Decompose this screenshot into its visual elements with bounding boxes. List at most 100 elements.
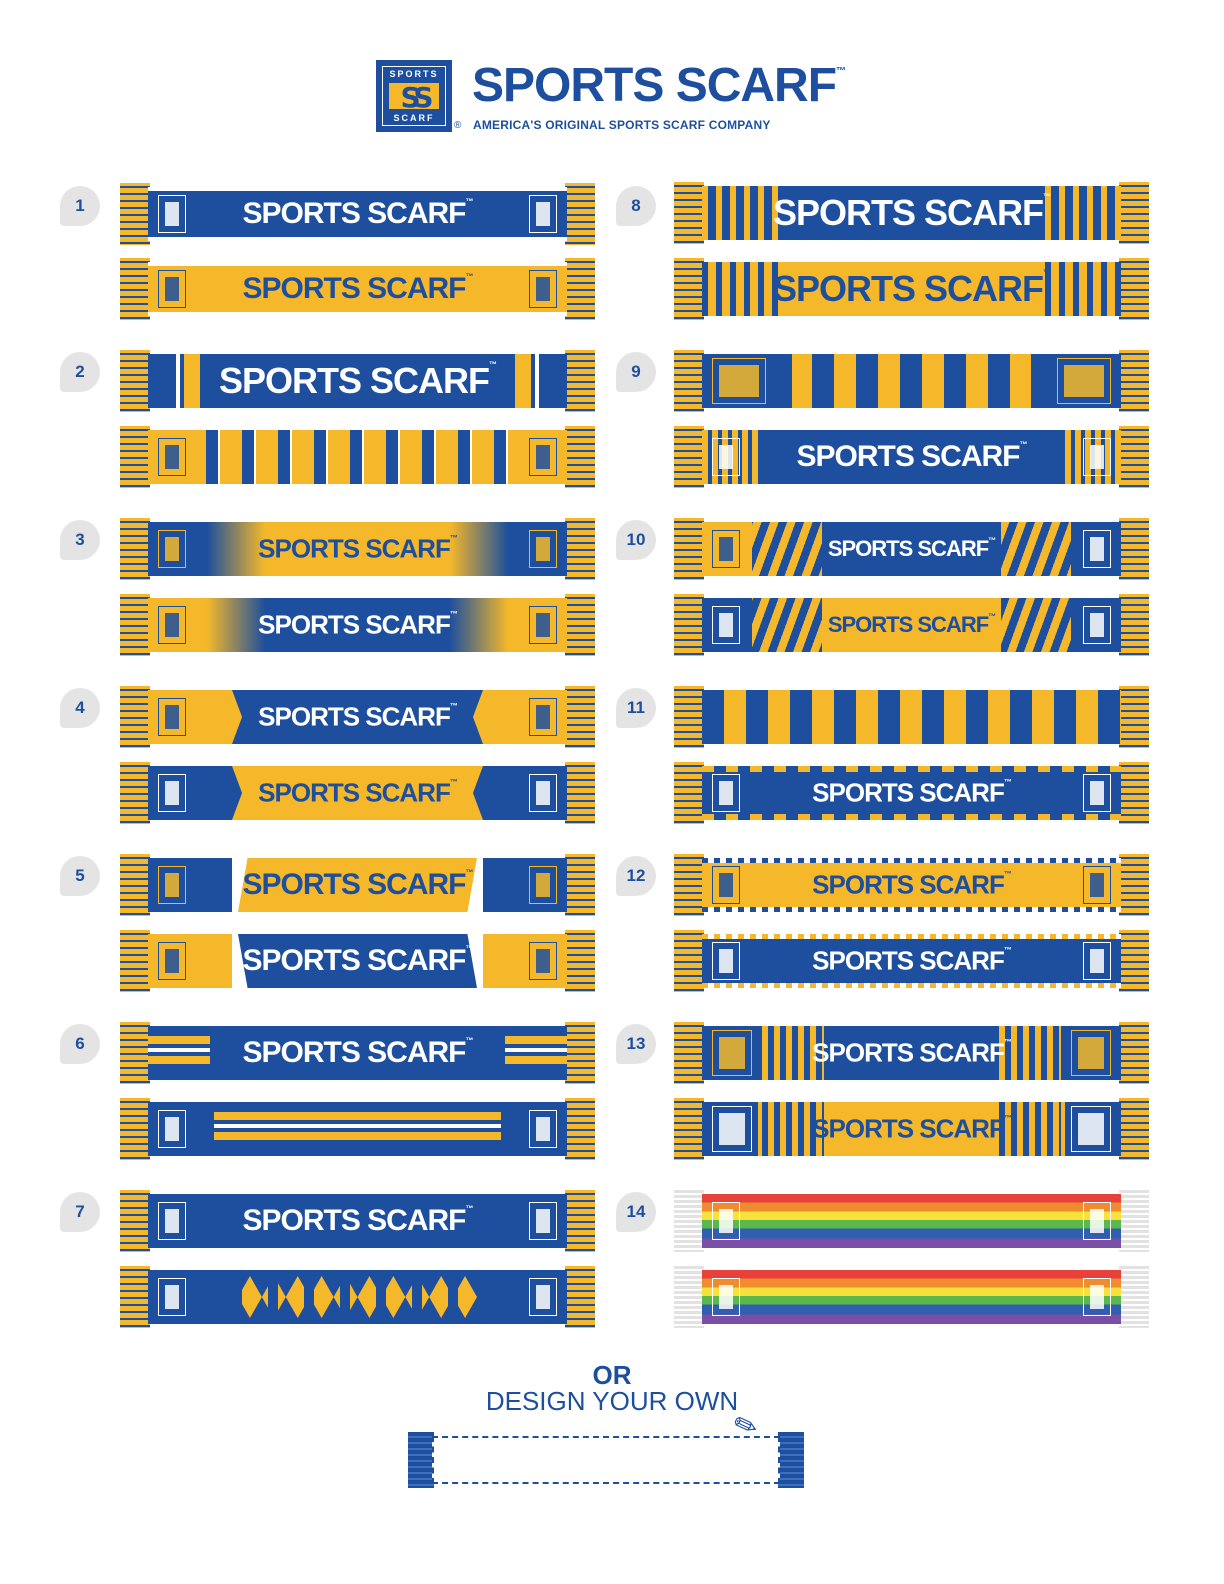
scarf-design-8-b[interactable]: SPORTS SCARF™ (674, 258, 1149, 320)
design-number: 3 (60, 520, 100, 560)
brand-tagline: AMERICA'S ORIGINAL SPORTS SCARF COMPANY (473, 118, 771, 132)
scarf-text: SPORTS SCARF™ (242, 1036, 473, 1069)
registered-mark: ® (454, 120, 462, 131)
scarf-badge (1071, 1106, 1111, 1152)
scarf-badge (1083, 866, 1111, 904)
scarf-badge (712, 1106, 752, 1152)
scarf-badge (529, 195, 557, 233)
design-number: 13 (616, 1024, 656, 1064)
scarf-badge (1083, 942, 1111, 980)
brand-title: SPORTS SCARF™ (472, 59, 846, 112)
design-number: 5 (60, 856, 100, 896)
scarf-badge (1083, 606, 1111, 644)
scarf-text: SPORTS SCARF™ (796, 440, 1027, 473)
scarf-text: SPORTS SCARF™ (242, 868, 473, 901)
scarf-design-1-a[interactable]: SPORTS SCARF™ (120, 183, 595, 245)
scarf-design-12-a[interactable]: SPORTS SCARF™ (674, 854, 1149, 916)
scarf-badge (158, 1110, 186, 1148)
scarf-badge (529, 530, 557, 568)
scarf-text: SPORTS SCARF™ (258, 533, 458, 564)
scarf-badge (158, 195, 186, 233)
scarf-badge (529, 606, 557, 644)
scarf-design-11-b[interactable]: SPORTS SCARF™ (674, 762, 1149, 824)
scarf-design-9-a[interactable] (674, 350, 1149, 412)
scarf-badge (158, 942, 186, 980)
design-number: 14 (616, 1192, 656, 1232)
scarf-text: SPORTS SCARF™ (242, 944, 473, 977)
scarf-design-3-b[interactable]: SPORTS SCARF™ (120, 594, 595, 656)
scarf-text: SPORTS SCARF™ (242, 197, 473, 230)
scarf-design-6-b[interactable] (120, 1098, 595, 1160)
design-number: 8 (616, 186, 656, 226)
scarf-text: SPORTS SCARF™ (258, 777, 458, 808)
scarf-text: SPORTS SCARF™ (772, 268, 1051, 309)
scarf-design-1-b[interactable]: SPORTS SCARF™ (120, 258, 595, 320)
scarf-design-5-b[interactable]: SPORTS SCARF™ (120, 930, 595, 992)
design-number: 11 (616, 688, 656, 728)
scarf-badge (158, 698, 186, 736)
scarf-design-5-a[interactable]: SPORTS SCARF™ (120, 854, 595, 916)
scarf-badge (158, 774, 186, 812)
scarf-badge (712, 438, 740, 476)
design-your-own-scarf[interactable]: ✎ (408, 1407, 804, 1488)
scarf-badge (158, 866, 186, 904)
scarf-design-14-a[interactable] (674, 1190, 1149, 1252)
design-number: 6 (60, 1024, 100, 1064)
scarf-text: SPORTS SCARF™ (242, 272, 473, 305)
scarf-badge (529, 942, 557, 980)
scarf-design-6-a[interactable]: SPORTS SCARF™ (120, 1022, 595, 1084)
scarf-design-13-b[interactable]: SPORTS SCARF™ (674, 1098, 1149, 1160)
scarf-badge (712, 1278, 740, 1316)
scarf-design-7-b[interactable] (120, 1266, 595, 1328)
design-number: 10 (616, 520, 656, 560)
scarf-design-13-a[interactable]: SPORTS SCARF™ (674, 1022, 1149, 1084)
scarf-text: SPORTS SCARF™ (218, 360, 497, 401)
scarf-badge (529, 1278, 557, 1316)
scarf-text: SPORTS SCARF™ (772, 192, 1051, 233)
scarf-badge (158, 438, 186, 476)
scarf-text: SPORTS SCARF™ (812, 869, 1012, 900)
scarf-badge (1083, 774, 1111, 812)
scarf-text: SPORTS SCARF™ (258, 701, 458, 732)
scarf-badge (158, 606, 186, 644)
scarf-text: SPORTS SCARF™ (812, 945, 1012, 976)
scarf-design-4-a[interactable]: SPORTS SCARF™ (120, 686, 595, 748)
scarf-text: SPORTS SCARF™ (827, 612, 996, 637)
scarf-design-3-a[interactable]: SPORTS SCARF™ (120, 518, 595, 580)
scarf-design-14-b[interactable] (674, 1266, 1149, 1328)
scarf-design-9-b[interactable]: SPORTS SCARF™ (674, 426, 1149, 488)
scarf-badge (1071, 1030, 1111, 1076)
scarf-badge (529, 1110, 557, 1148)
design-number: 9 (616, 352, 656, 392)
scarf-text: SPORTS SCARF™ (812, 777, 1012, 808)
scarf-text: SPORTS SCARF™ (827, 536, 996, 561)
scarf-design-2-a[interactable]: SPORTS SCARF™ (120, 350, 595, 412)
scarf-badge (1083, 1278, 1111, 1316)
scarf-design-11-a[interactable] (674, 686, 1149, 748)
scarf-design-4-b[interactable]: SPORTS SCARF™ (120, 762, 595, 824)
scarf-design-7-a[interactable]: SPORTS SCARF™ (120, 1190, 595, 1252)
scarf-badge (712, 1202, 740, 1240)
scarf-badge (712, 530, 740, 568)
scarf-badge (529, 270, 557, 308)
scarf-badge (158, 1202, 186, 1240)
scarf-badge (1057, 358, 1111, 404)
scarf-design-12-b[interactable]: SPORTS SCARF™ (674, 930, 1149, 992)
scarf-design-2-b[interactable] (120, 426, 595, 488)
scarf-badge (529, 866, 557, 904)
brand-logo: SPORTS SS SCARF (376, 60, 452, 132)
logo-mark: SS (389, 83, 439, 113)
scarf-badge (158, 530, 186, 568)
logo-bottom-text: SCARF (393, 113, 435, 123)
scarf-badge (158, 1278, 186, 1316)
design-number: 1 (60, 186, 100, 226)
scarf-badge (712, 942, 740, 980)
logo-top-text: SPORTS (389, 69, 439, 79)
scarf-badge (1083, 438, 1111, 476)
scarf-design-10-a[interactable]: SPORTS SCARF™ (674, 518, 1149, 580)
scarf-text: SPORTS SCARF™ (812, 1037, 1012, 1068)
scarf-design-10-b[interactable]: SPORTS SCARF™ (674, 594, 1149, 656)
scarf-badge (712, 866, 740, 904)
scarf-badge (529, 698, 557, 736)
scarf-design-8-a[interactable]: SPORTS SCARF™ (674, 182, 1149, 244)
